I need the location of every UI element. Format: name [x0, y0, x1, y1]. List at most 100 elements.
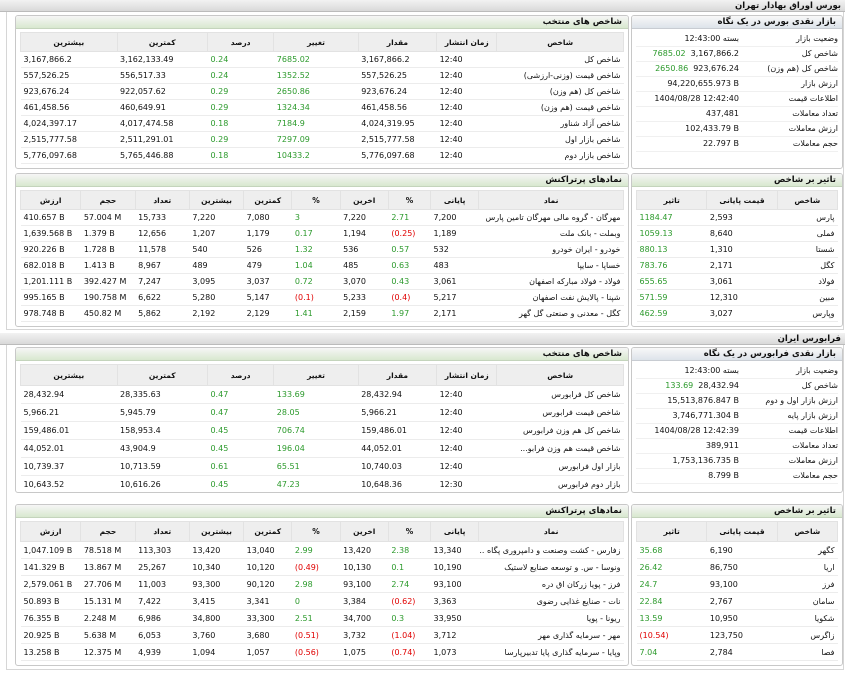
row-name: پارس	[777, 209, 838, 226]
cell: 483	[430, 257, 479, 274]
cell: 783.76	[636, 257, 707, 274]
cell: 24.7	[636, 575, 707, 593]
row-name: بازار دوم فرابورس	[496, 475, 624, 492]
column-header: شاخص	[776, 521, 839, 542]
cell: (0.25)	[388, 225, 431, 242]
cell: 392.427 M	[80, 273, 136, 290]
cell: 1.41	[291, 305, 341, 322]
cell: 1059.13	[636, 225, 707, 242]
row-name: ونوسا - س. و توسعه صنایع لاستیک	[478, 558, 624, 576]
cell: 43,904.9	[117, 439, 208, 458]
column-header: %	[291, 190, 341, 210]
cell: 7.04	[636, 643, 707, 661]
overview-value: 94,220,655.973 B	[667, 79, 739, 88]
cell: 0.1	[388, 558, 431, 576]
cell: 190.758 M	[80, 289, 136, 306]
cell: 159,486.01	[358, 421, 437, 440]
cell: 34,800	[189, 609, 244, 627]
cell: 10,643.52	[20, 475, 118, 492]
cell: 26.42	[636, 558, 707, 576]
cell: 3,341	[243, 592, 292, 610]
column-header: پایانی	[430, 521, 480, 542]
cell: 0.18	[207, 115, 274, 132]
cell: (10.54)	[636, 626, 707, 644]
panel-title: بازار نقدی فرابورس در یک نگاه	[632, 348, 842, 361]
cell: 1,201.111 B	[20, 273, 81, 290]
cell: 1324.34	[273, 99, 359, 116]
panel-body: شاخص زمان انتشار مقدار تغییر درصد کمترین بیشتر…	[16, 361, 628, 492]
cell: 22.84	[636, 592, 707, 610]
cell: 2,515,777.58	[20, 131, 118, 148]
cell: 10,120	[243, 558, 292, 576]
cell: 450.82 M	[80, 305, 136, 322]
cell: 20.925 B	[20, 626, 81, 644]
cell: 3,760	[189, 626, 244, 644]
overview-label: وضعیت بازار	[796, 366, 838, 375]
panel: بازار نقدی فرابورس در یک نگاه وضعیت بازار…	[631, 347, 843, 493]
table-row: اریا 86,750 26.42	[636, 558, 838, 576]
cell: 13,340	[430, 541, 479, 559]
cell: 0.57	[388, 241, 431, 258]
table-row: بازار دوم فرابورس 12:30 10,648.36 47.23 0.45…	[20, 475, 624, 492]
cell: 12:40	[436, 67, 497, 84]
overview-row: شاخص کل 3,167,866.2 7685.02	[636, 47, 838, 62]
row-name: وپایا - سرمایه گذاری پایا تدبیرپارسا	[478, 643, 624, 661]
table-row: شاخص قیمت (وزنی-ارزشی) 12:40 557,526.25 135…	[20, 67, 624, 84]
overview-value: 102,433.79 B	[685, 124, 739, 133]
table-row: مهرگان - گروه مالی مهرگان تامین پارس 7,20…	[20, 209, 624, 226]
column-header: مقدار	[357, 32, 438, 52]
panel-body: نماد پایانی% اخرین% کمترین بیشترین تعداد حجم ار…	[16, 187, 628, 322]
cell: 461,458.56	[358, 99, 437, 116]
table-row: مبین 12,310 571.59	[636, 289, 838, 306]
cell: 1184.47	[636, 209, 707, 226]
data-table: شاخص زمان انتشار مقدار تغییر درصد کمترین بیشتر…	[20, 364, 624, 492]
cell: 3,680	[243, 626, 292, 644]
panel: نمادهای پرتراکنش نماد پایانی% اخرین% کمترین ب…	[15, 173, 629, 327]
row-name: شستا	[777, 241, 838, 258]
table-head: نماد پایانی% اخرین% کمترین بیشترین تعداد حجم ار…	[19, 190, 624, 210]
cell: 540	[189, 241, 244, 258]
cell: 5,776,097.68	[358, 147, 437, 164]
row-name: فرز - پویا زرکان اق دره	[478, 575, 624, 593]
cell: 10,713.59	[117, 457, 208, 476]
cell: 995.165 B	[20, 289, 81, 306]
panel-title: شاخص های منتخب	[16, 348, 628, 361]
cell: 12:40	[436, 385, 497, 404]
overview-label: شاخص کل	[801, 381, 838, 390]
table-row: شاخص کل 12:40 3,167,866.2 7685.02 0.24 3,162,…	[20, 51, 624, 68]
cell: 8,967	[135, 257, 190, 274]
overview-value: بسته 12:43:00	[684, 366, 739, 375]
panel: شاخص های منتخب شاخص زمان انتشار مقدار تغییر د…	[15, 347, 629, 493]
data-table: نماد پایانی% اخرین% کمترین بیشترین تعداد حجم ار…	[19, 190, 624, 322]
cell: 50.893 B	[20, 592, 81, 610]
cell: 1,057	[243, 643, 292, 661]
overview-value: 15,513,876.847 B	[667, 396, 739, 405]
overview-label: حجم معاملات	[792, 139, 838, 148]
cell: 33,300	[243, 609, 292, 627]
cell: (1.04)	[388, 626, 431, 644]
cell: 5,966.21	[20, 403, 118, 422]
table-row: زفارس - کشت وصنعت و دامپروری پگاه ... 13,…	[20, 541, 624, 559]
cell: 0.24	[207, 51, 274, 68]
overview-label: اطلاعات قیمت	[788, 426, 838, 435]
column-header: اخرین	[339, 521, 389, 542]
cell: 556,517.33	[117, 67, 208, 84]
cell: 141.329 B	[20, 558, 81, 576]
column-header: بیشترین	[188, 521, 245, 542]
cell: 1,179	[243, 225, 292, 242]
table-head: نماد پایانی% اخرین% کمترین بیشترین تعداد حجم ار…	[19, 521, 624, 542]
data-table: شاخص قیمت پایانی تاثیر کگهر 6,190 35.68 اریا 86…	[635, 521, 839, 661]
table-body: شاخص کل 12:40 3,167,866.2 7685.02 0.24 3,162,…	[20, 51, 624, 164]
cell: 5.638 M	[80, 626, 136, 644]
cell: 2.38	[388, 541, 431, 559]
cell: 3,415	[189, 592, 244, 610]
table-body: کگهر 6,190 35.68 اریا 86,750 26.42 فرز 93,100 24…	[636, 541, 838, 661]
row-name: فصا	[777, 643, 838, 661]
cell: 1,194	[340, 225, 389, 242]
cell: 2,192	[189, 305, 244, 322]
cell: 12:30	[436, 475, 497, 492]
cell: 0.24	[207, 67, 274, 84]
cell: 35.68	[636, 541, 707, 559]
cell: 28,432.94	[358, 385, 437, 404]
column-header: زمان انتشار	[436, 364, 498, 386]
